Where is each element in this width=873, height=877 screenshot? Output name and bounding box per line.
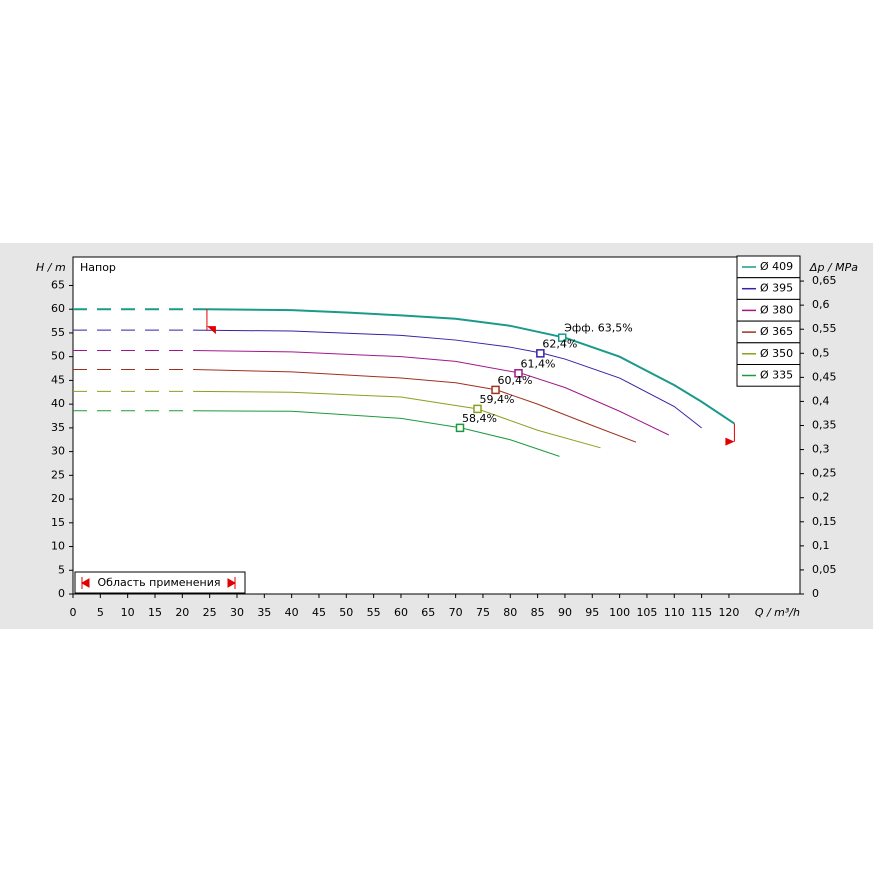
efficiency-point	[514, 369, 523, 378]
y2-tick-label: 0,4	[812, 394, 830, 407]
y-tick-label: 40	[51, 397, 65, 410]
y-tick-label: 5	[58, 563, 65, 576]
range-legend-arrows	[80, 577, 237, 589]
y-tick-label: 0	[58, 587, 65, 600]
y2-tick-label: 0,6	[812, 298, 830, 311]
x-tick-label: 10	[121, 606, 135, 619]
range-start-arrow	[206, 326, 216, 335]
x-tick-label: 70	[449, 606, 463, 619]
y2-axis-label: Δp / MPa	[809, 261, 858, 274]
y-tick-label: 50	[51, 350, 65, 363]
y-tick-label: 65	[51, 278, 65, 291]
efficiency-point	[491, 385, 500, 395]
x-tick-label: 5	[97, 606, 104, 619]
y-axis-title: Напор	[80, 261, 116, 274]
x-tick-label: 30	[230, 606, 244, 619]
curve	[193, 410, 560, 457]
legend-label: Ø 395	[760, 282, 793, 295]
curve	[193, 350, 670, 436]
y2-tick-label: 0,15	[812, 515, 837, 528]
x-tick-label: 105	[636, 606, 657, 619]
y-tick-label: 30	[51, 445, 65, 458]
y-tick-label: 10	[51, 540, 65, 553]
range-legend-label: Область применения	[98, 576, 221, 589]
curve	[193, 390, 601, 449]
y-tick-label: 60	[51, 302, 65, 315]
x-tick-label: 60	[394, 606, 408, 619]
range-legend-box	[74, 571, 246, 594]
efficiency-label: 60,4%	[498, 374, 533, 387]
y2-tick-label: 0,55	[812, 322, 837, 335]
x-tick-label: 95	[585, 606, 599, 619]
curve	[193, 329, 702, 429]
efficiency-label: 58,4%	[462, 412, 497, 425]
y2-tick-label: 0	[812, 587, 819, 600]
efficiency-point	[557, 333, 567, 342]
y2-tick-label: 0,05	[812, 563, 837, 576]
y-tick-label: 55	[51, 326, 65, 339]
x-tick-label: 20	[175, 606, 189, 619]
x-axis-label: Q / m³/h	[755, 606, 800, 619]
y2-tick-label: 0,35	[812, 419, 837, 432]
x-tick-label: 40	[285, 606, 299, 619]
x-tick-label: 110	[664, 606, 685, 619]
efficiency-point	[473, 404, 482, 414]
x-tick-label: 55	[367, 606, 381, 619]
x-tick-label: 85	[531, 606, 545, 619]
x-tick-label: 50	[339, 606, 353, 619]
y-tick-label: 25	[51, 468, 65, 481]
legend-cell	[736, 364, 801, 387]
x-tick-label: 25	[203, 606, 217, 619]
y-tick-label: 45	[51, 373, 65, 386]
legend-label: Ø 365	[760, 325, 793, 338]
range-end-arrow	[725, 437, 735, 446]
y2-tick-label: 0,45	[812, 370, 837, 383]
efficiency-point	[455, 423, 465, 433]
x-tick-label: 45	[312, 606, 326, 619]
curve	[193, 368, 637, 443]
y2-tick-label: 0,5	[812, 346, 830, 359]
legend-label: Ø 409	[760, 260, 793, 273]
legend-label: Ø 380	[760, 303, 793, 316]
y2-tick-label: 0,2	[812, 491, 830, 504]
plot-area	[72, 256, 801, 595]
x-tick-label: 0	[70, 606, 77, 619]
x-tick-label: 100	[609, 606, 630, 619]
x-tick-label: 120	[718, 606, 739, 619]
efficiency-label: Эфф. 63,5%	[564, 322, 632, 335]
efficiency-point	[536, 349, 545, 358]
y2-tick-label: 0,1	[812, 539, 830, 552]
y-tick-label: 15	[51, 516, 65, 529]
x-tick-label: 90	[558, 606, 572, 619]
x-tick-label: 35	[257, 606, 271, 619]
curve	[206, 308, 735, 425]
y2-tick-label: 0,25	[812, 467, 837, 480]
legend-label: Ø 350	[760, 347, 793, 360]
x-tick-label: 115	[691, 606, 712, 619]
x-tick-label: 15	[148, 606, 162, 619]
y2-tick-label: 0,3	[812, 443, 830, 456]
efficiency-label: 59,4%	[479, 393, 514, 406]
legend-label: Ø 335	[760, 369, 793, 382]
x-tick-label: 65	[421, 606, 435, 619]
y-tick-label: 20	[51, 492, 65, 505]
efficiency-label: 61,4%	[520, 357, 555, 370]
efficiency-label: 62,4%	[542, 337, 577, 350]
x-tick-label: 80	[503, 606, 517, 619]
x-tick-label: 75	[476, 606, 490, 619]
y2-tick-label: 0,65	[812, 274, 837, 287]
y-tick-label: 35	[51, 421, 65, 434]
y-axis-label: H / m	[36, 261, 66, 274]
